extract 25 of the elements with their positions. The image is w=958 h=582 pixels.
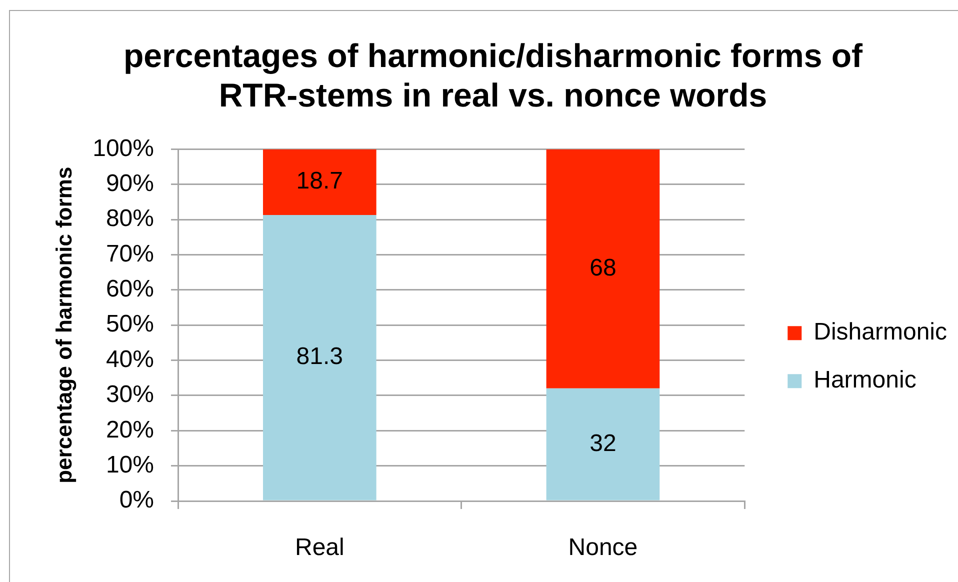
y-axis-title: percentage of harmonic forms — [51, 166, 76, 484]
y-tick-label: 40% — [106, 346, 154, 373]
data-label: 32 — [590, 430, 616, 457]
y-tick-label: 50% — [106, 310, 154, 338]
legend-label: Harmonic — [814, 366, 916, 394]
y-tick-label: 100% — [92, 134, 154, 162]
legend-label: Disharmonic — [814, 318, 948, 346]
data-label: 18.7 — [296, 168, 344, 195]
y-tick-label: 20% — [106, 416, 154, 444]
y-tick-label: 70% — [106, 240, 154, 268]
y-tick-label: 30% — [106, 381, 154, 408]
x-tick-label: Real — [294, 534, 344, 562]
y-tick-label: 10% — [106, 451, 154, 478]
y-tick-label: 0% — [119, 486, 154, 514]
bar — [546, 149, 660, 388]
y-tick-label: 60% — [106, 276, 154, 303]
bar — [546, 388, 660, 500]
data-label: 68 — [590, 254, 616, 282]
bar — [262, 149, 376, 215]
y-tick-label: 90% — [106, 170, 154, 198]
bar — [262, 214, 376, 500]
chart-title: percentages of harmonic/disharmonic forms of RTR-stems in real vs. nonce words — [124, 36, 864, 114]
y-tick-label: 80% — [106, 205, 154, 232]
x-tick-label: Nonce — [568, 534, 638, 562]
data-label: 81.3 — [296, 343, 344, 370]
